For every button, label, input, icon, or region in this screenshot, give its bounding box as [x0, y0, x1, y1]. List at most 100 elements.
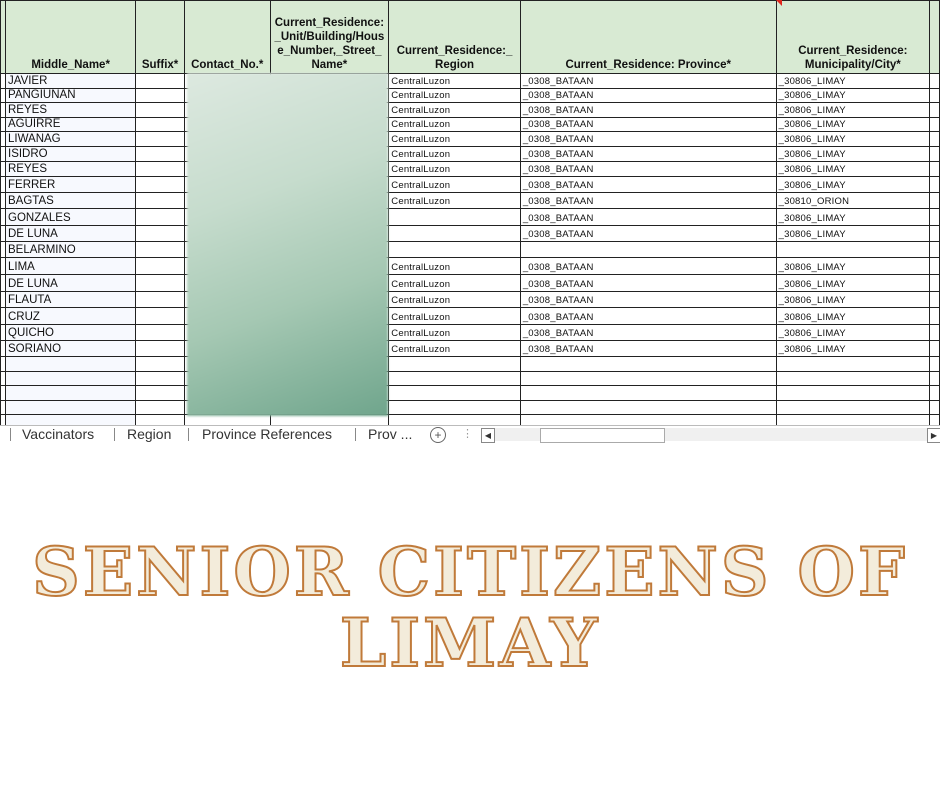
column-header-extra[interactable] — [929, 0, 940, 74]
table-cell[interactable] — [135, 102, 185, 118]
table-cell[interactable]: _0308_BATAAN — [519, 161, 777, 177]
table-cell[interactable] — [929, 192, 940, 209]
table-cell[interactable] — [4, 371, 137, 386]
table-cell[interactable] — [775, 385, 931, 401]
table-cell[interactable] — [929, 225, 940, 242]
table-cell[interactable] — [929, 131, 940, 147]
table-cell[interactable] — [775, 400, 931, 415]
column-header[interactable]: Contact_No.* — [183, 0, 271, 74]
table-cell[interactable]: CentralLuzon — [388, 274, 521, 292]
table-cell[interactable] — [135, 117, 185, 132]
column-header[interactable]: Current_Residence: _Unit/Building/Hous e… — [269, 0, 390, 74]
table-cell[interactable] — [929, 241, 940, 258]
table-cell[interactable] — [135, 146, 185, 162]
table-cell[interactable] — [135, 257, 185, 275]
table-cell[interactable]: _30806_LIMAY — [775, 274, 931, 292]
table-cell[interactable] — [388, 241, 521, 258]
table-cell[interactable] — [929, 274, 940, 292]
column-header[interactable]: Current_Residence: Municipality/City* — [775, 0, 931, 74]
table-cell[interactable]: _30806_LIMAY — [775, 324, 931, 341]
table-cell[interactable] — [4, 385, 137, 401]
table-cell[interactable]: CentralLuzon — [388, 161, 521, 177]
table-cell[interactable]: AGUIRRE — [4, 117, 137, 132]
table-cell[interactable] — [929, 291, 940, 308]
table-cell[interactable]: _30806_LIMAY — [775, 88, 931, 103]
table-cell[interactable]: FLAUTA — [4, 291, 137, 308]
table-cell[interactable]: CentralLuzon — [388, 324, 521, 341]
table-cell[interactable] — [135, 340, 185, 357]
table-cell[interactable]: CentralLuzon — [388, 340, 521, 357]
table-cell[interactable] — [519, 414, 777, 425]
table-cell[interactable] — [135, 176, 185, 193]
table-cell[interactable] — [929, 73, 940, 89]
table-cell[interactable] — [135, 291, 185, 308]
table-cell[interactable]: CentralLuzon — [388, 88, 521, 103]
horizontal-scrollbar[interactable]: ◀ ▶ — [481, 428, 940, 443]
table-cell[interactable] — [388, 208, 521, 226]
table-cell[interactable] — [135, 400, 185, 415]
table-cell[interactable]: LIMA — [4, 257, 137, 275]
table-cell[interactable] — [135, 385, 185, 401]
table-cell[interactable] — [519, 385, 777, 401]
table-cell[interactable]: _0308_BATAAN — [519, 208, 777, 226]
table-cell[interactable]: _0308_BATAAN — [519, 88, 777, 103]
table-cell[interactable]: BAGTAS — [4, 192, 137, 209]
table-cell[interactable]: _30806_LIMAY — [775, 146, 931, 162]
table-cell[interactable] — [388, 371, 521, 386]
table-cell[interactable] — [775, 241, 931, 258]
table-cell[interactable] — [135, 73, 185, 89]
table-cell[interactable]: _30810_ORION — [775, 192, 931, 209]
table-cell[interactable]: _0308_BATAAN — [519, 117, 777, 132]
table-cell[interactable] — [135, 356, 185, 372]
table-cell[interactable]: QUICHO — [4, 324, 137, 341]
table-cell[interactable]: GONZALES — [4, 208, 137, 226]
table-cell[interactable] — [135, 274, 185, 292]
table-cell[interactable] — [929, 385, 940, 401]
table-cell[interactable] — [388, 414, 521, 425]
caret-left-icon[interactable]: ◀ — [481, 428, 495, 443]
table-cell[interactable] — [183, 414, 271, 425]
column-header[interactable]: Current_Residence:_ Region — [388, 0, 521, 74]
table-cell[interactable] — [4, 356, 137, 372]
table-cell[interactable] — [929, 307, 940, 325]
table-cell[interactable] — [388, 385, 521, 401]
table-cell[interactable]: _0308_BATAAN — [519, 146, 777, 162]
table-cell[interactable]: CentralLuzon — [388, 146, 521, 162]
table-cell[interactable] — [929, 176, 940, 193]
table-cell[interactable]: _30806_LIMAY — [775, 257, 931, 275]
table-cell[interactable]: REYES — [4, 102, 137, 118]
table-cell[interactable]: _30806_LIMAY — [775, 161, 931, 177]
table-cell[interactable]: _30806_LIMAY — [775, 208, 931, 226]
column-header[interactable]: Current_Residence: Province* — [519, 0, 777, 74]
table-cell[interactable]: CentralLuzon — [388, 257, 521, 275]
plus-circle-icon[interactable]: + — [430, 427, 446, 443]
table-cell[interactable] — [929, 400, 940, 415]
splitter-handle[interactable]: ⋮ — [462, 428, 473, 440]
table-cell[interactable]: _0308_BATAAN — [519, 340, 777, 357]
table-cell[interactable]: _0308_BATAAN — [519, 176, 777, 193]
table-cell[interactable] — [135, 161, 185, 177]
table-cell[interactable] — [929, 88, 940, 103]
column-header[interactable]: Suffix* — [135, 0, 185, 74]
table-cell[interactable] — [929, 208, 940, 226]
table-cell[interactable]: _30806_LIMAY — [775, 73, 931, 89]
table-cell[interactable]: PANGIUNAN — [4, 88, 137, 103]
table-cell[interactable]: _0308_BATAAN — [519, 257, 777, 275]
table-cell[interactable]: CRUZ — [4, 307, 137, 325]
table-cell[interactable] — [4, 414, 137, 425]
table-cell[interactable]: CentralLuzon — [388, 307, 521, 325]
table-cell[interactable] — [929, 371, 940, 386]
table-cell[interactable] — [929, 102, 940, 118]
table-cell[interactable]: _30806_LIMAY — [775, 102, 931, 118]
table-cell[interactable]: CentralLuzon — [388, 102, 521, 118]
table-cell[interactable] — [135, 208, 185, 226]
table-cell[interactable]: FERRER — [4, 176, 137, 193]
table-cell[interactable] — [775, 356, 931, 372]
table-cell[interactable] — [519, 241, 777, 258]
table-cell[interactable] — [135, 88, 185, 103]
table-cell[interactable] — [775, 371, 931, 386]
table-cell[interactable] — [269, 414, 390, 425]
table-cell[interactable]: _0308_BATAAN — [519, 225, 777, 242]
table-cell[interactable] — [4, 400, 137, 415]
table-cell[interactable] — [929, 146, 940, 162]
